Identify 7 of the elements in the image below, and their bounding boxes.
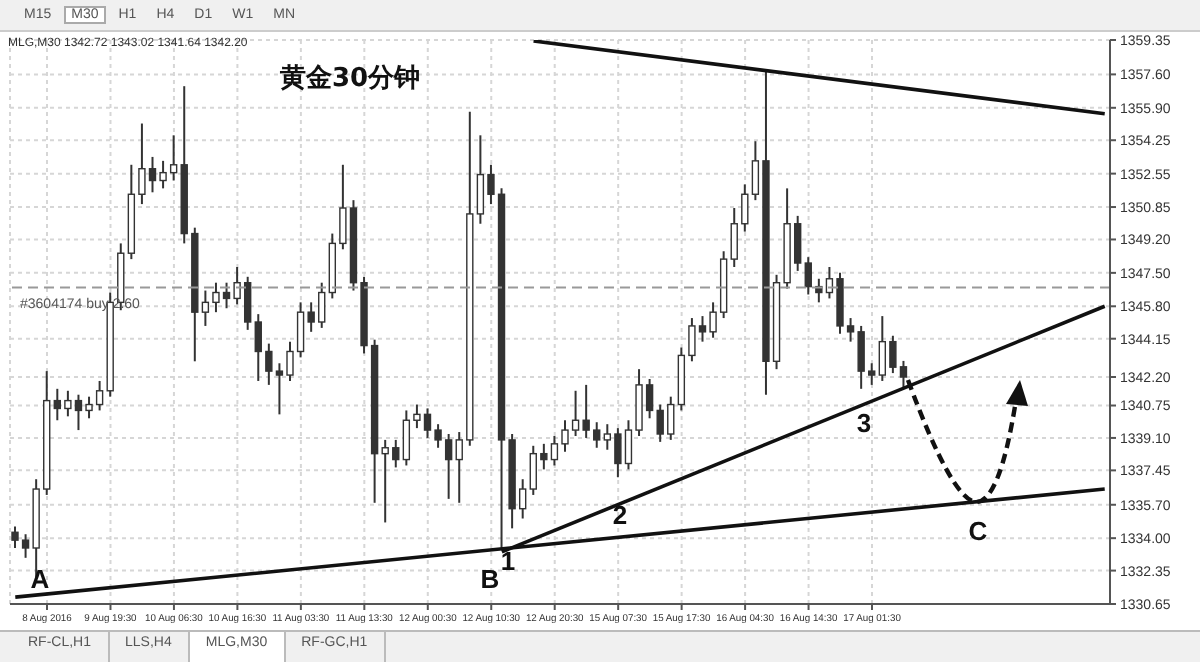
text: 黄金30分钟 xyxy=(280,62,421,96)
annotation: C xyxy=(966,516,990,546)
annotation: 2 xyxy=(610,500,630,530)
annotation: B xyxy=(480,564,500,594)
annotation: A xyxy=(28,564,52,594)
annotation: 3 xyxy=(854,408,874,438)
annotation: 1 xyxy=(500,546,516,576)
